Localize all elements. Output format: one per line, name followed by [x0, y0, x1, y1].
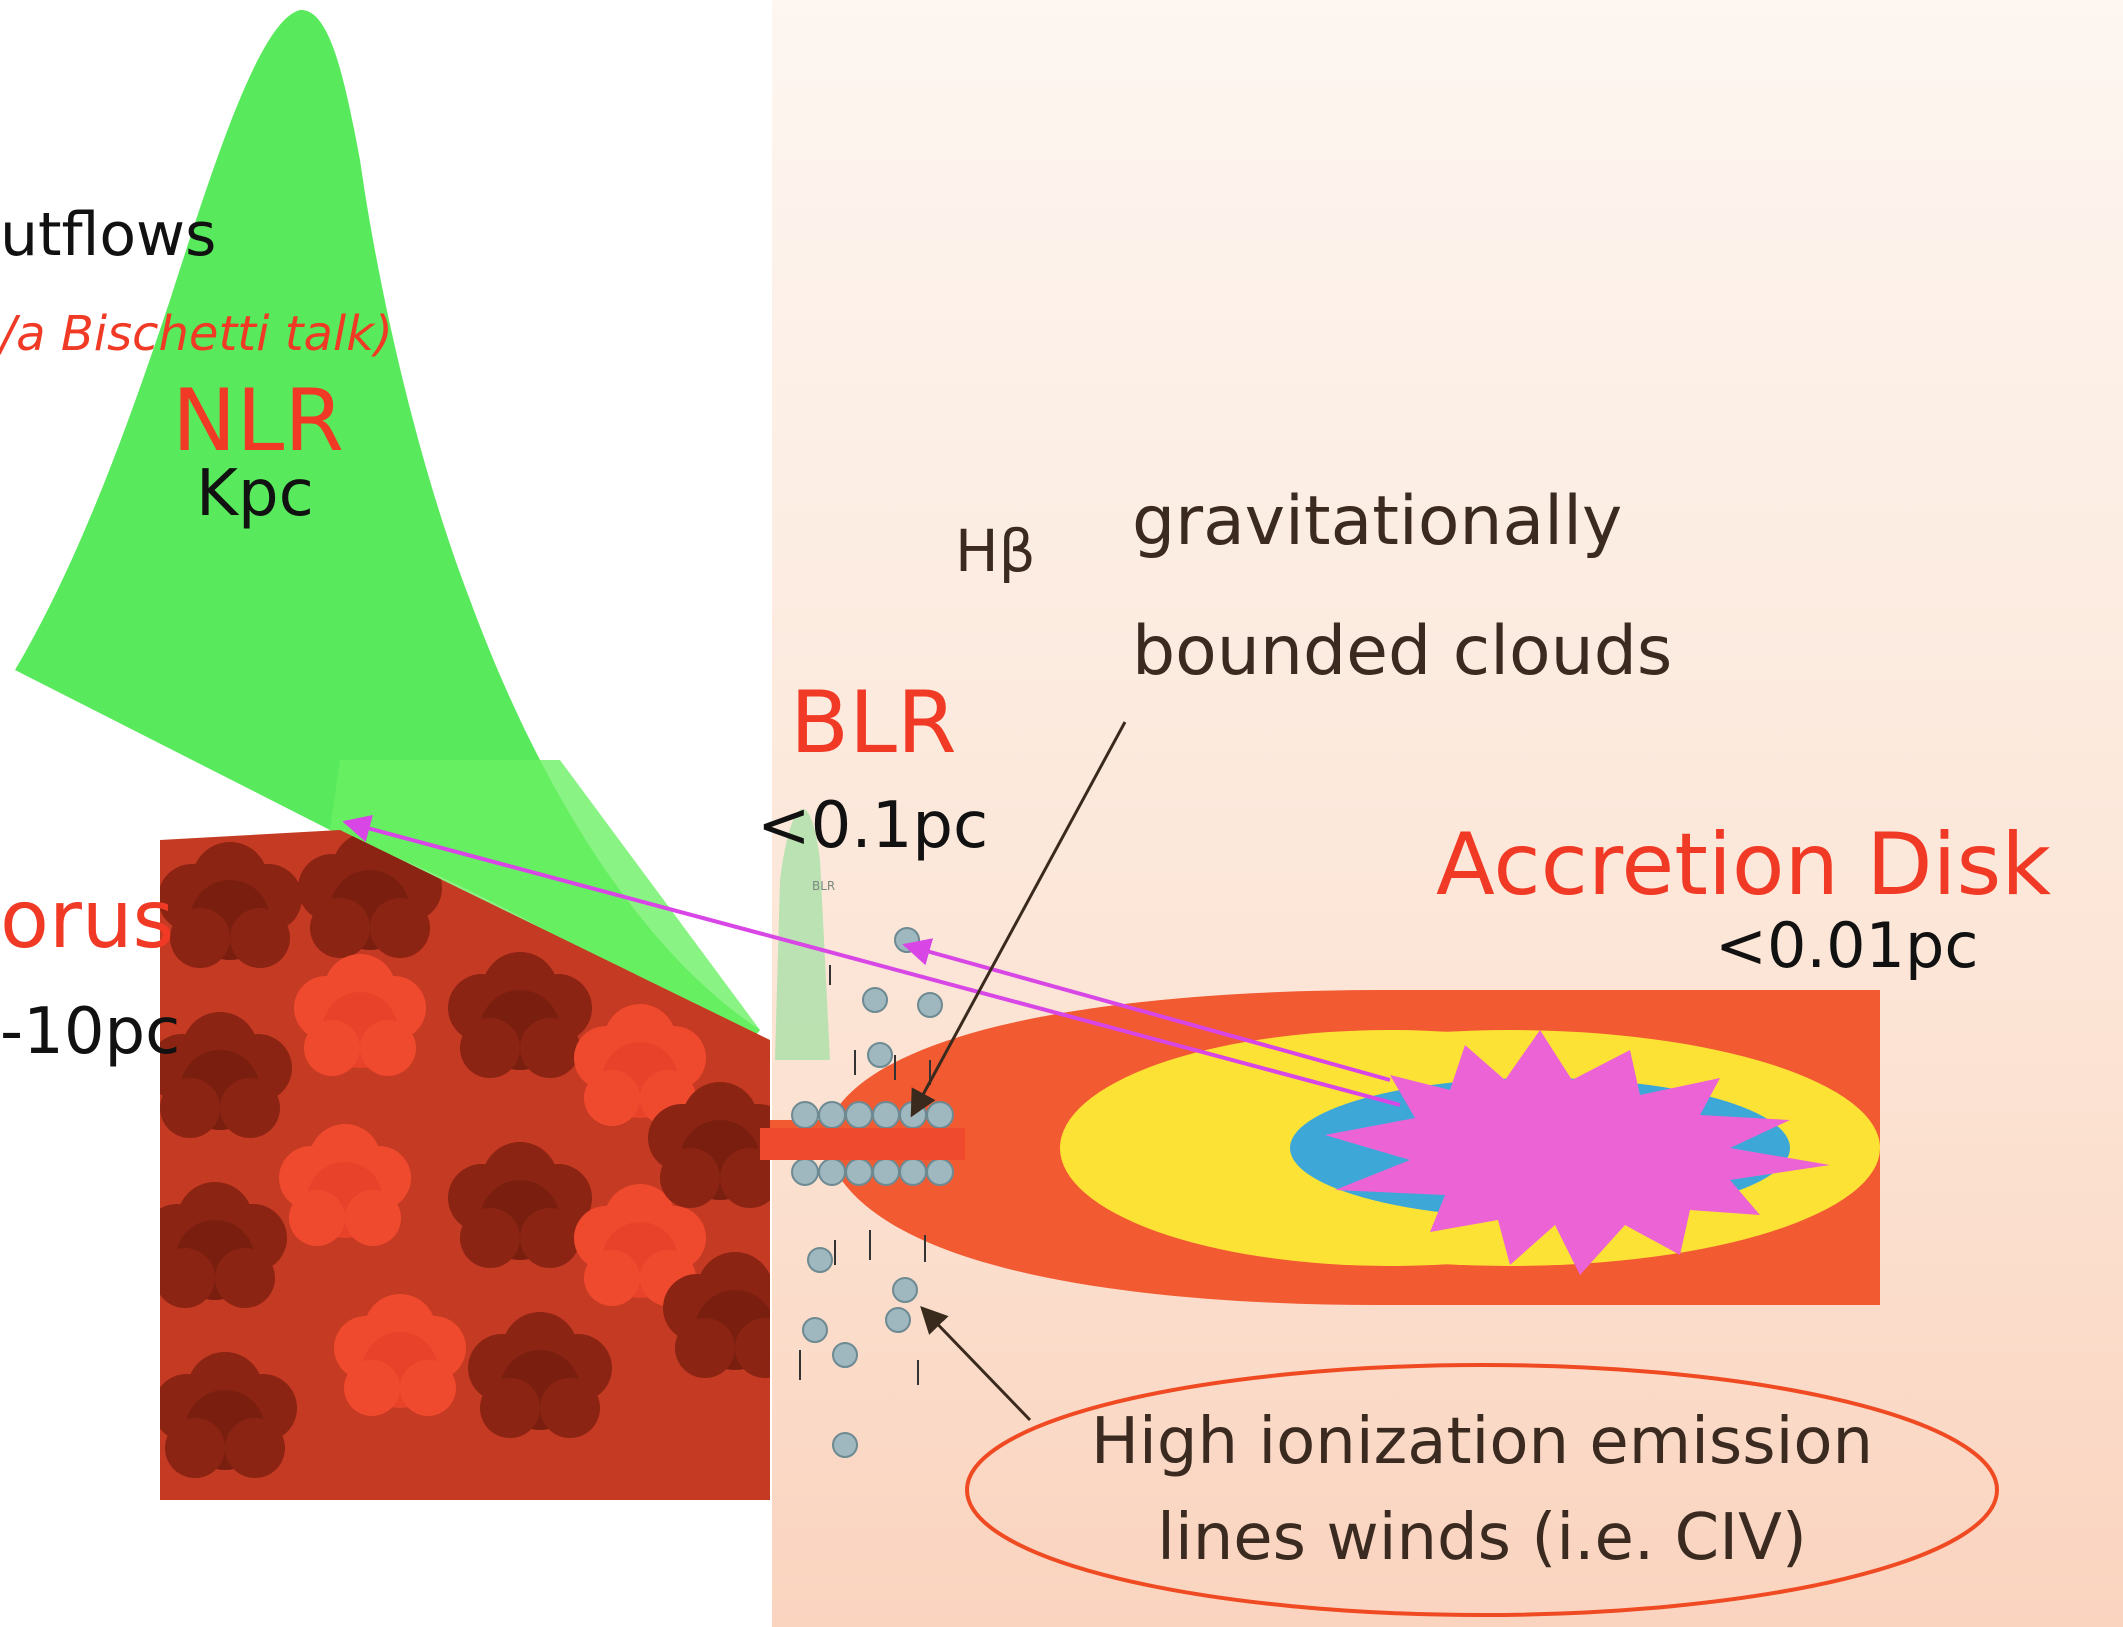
bounded-clouds-label: bounded clouds: [1132, 612, 1673, 691]
blr-clouds: [760, 927, 965, 1458]
gravitational-clouds-arrow: [910, 721, 1127, 1118]
accretion-disk-label: Accretion Disk: [1436, 815, 2052, 915]
accretion-disk: [770, 990, 1880, 1305]
blr-scale-label: <0.1pc: [757, 789, 989, 863]
winds-arrow: [920, 1306, 1032, 1422]
torus-scale-label: -10pc: [0, 995, 181, 1069]
background-panel: [772, 0, 2123, 1627]
winds-civ-label: lines winds (i.e. CIV): [1157, 1501, 1807, 1575]
outflows-label: utflows: [0, 200, 217, 270]
bischetti-talk-label: /a Bischetti talk): [0, 306, 393, 362]
winds-ellipse: [965, 1363, 1999, 1617]
blr-tiny-label: BLR: [812, 879, 836, 893]
gravitationally-label: gravitationally: [1132, 482, 1623, 561]
nlr-scale-label: Kpc: [196, 457, 314, 531]
accretion-disk-scale-label: <0.01pc: [1715, 909, 1979, 982]
torus-label: orus: [0, 873, 175, 966]
blr-label: BLR: [790, 673, 957, 773]
high-ionization-label: High ionization emission: [1090, 1405, 1874, 1479]
hbeta-label: Hβ: [955, 517, 1036, 585]
magenta-beams: [342, 815, 1401, 1107]
nlr-label: NLR: [172, 371, 344, 471]
torus-clouds: [160, 830, 770, 1500]
